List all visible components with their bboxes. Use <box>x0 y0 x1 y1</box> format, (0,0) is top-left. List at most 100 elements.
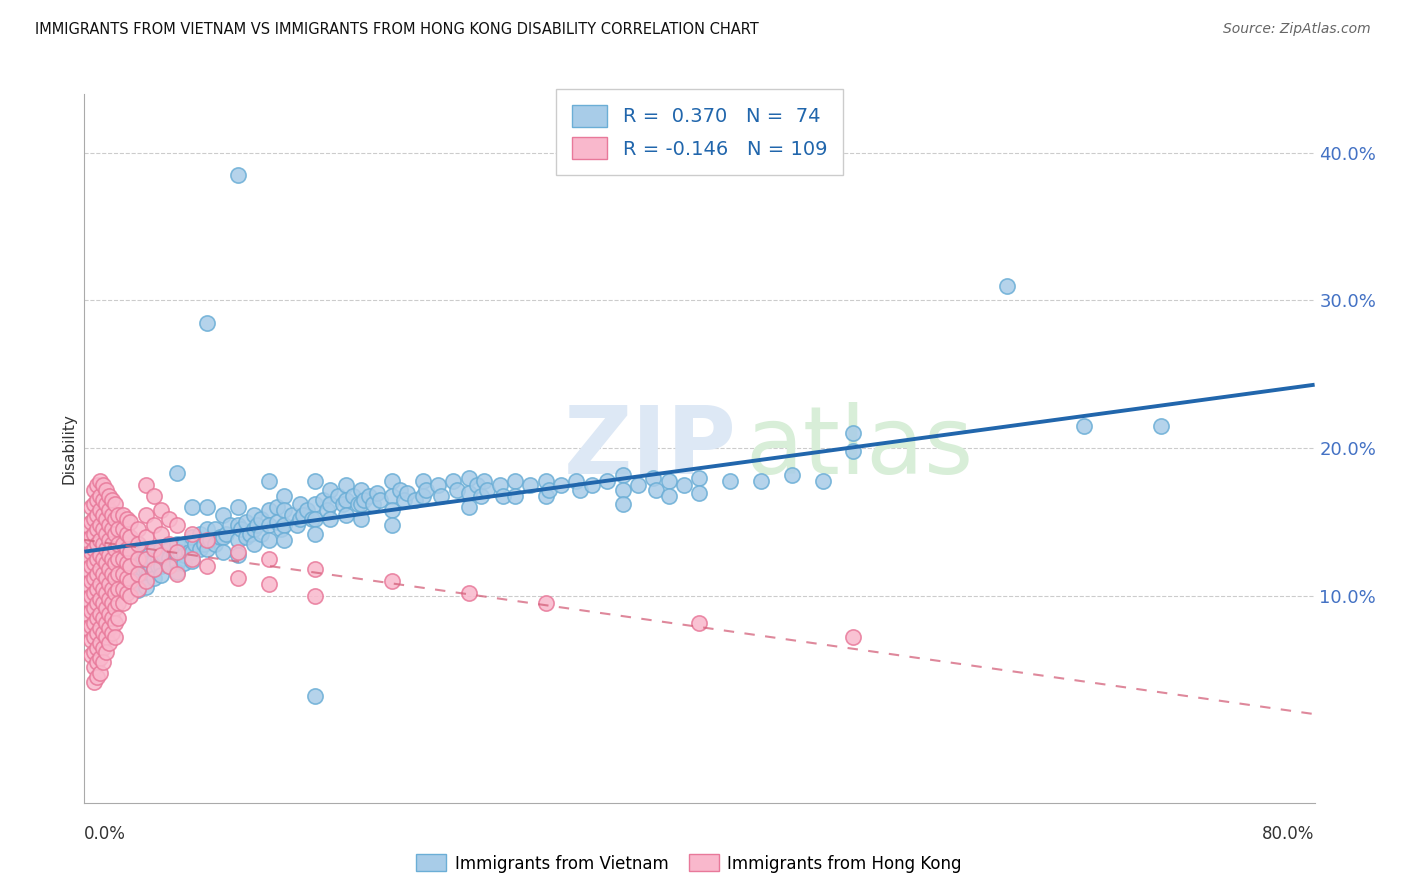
Point <box>127 552 149 566</box>
Point <box>138 566 160 580</box>
Point <box>193 537 215 551</box>
Point <box>304 474 326 488</box>
Point <box>120 589 142 603</box>
Text: 80.0%: 80.0% <box>1263 825 1315 843</box>
Point <box>394 492 416 507</box>
Point <box>107 552 129 566</box>
Legend: Immigrants from Vietnam, Immigrants from Hong Kong: Immigrants from Vietnam, Immigrants from… <box>409 847 969 880</box>
Point <box>811 474 834 488</box>
Point <box>273 518 295 533</box>
Point <box>197 541 219 556</box>
Point <box>104 497 127 511</box>
Point <box>288 512 311 526</box>
Point <box>273 489 295 503</box>
Point <box>503 489 526 503</box>
Point <box>86 626 108 640</box>
Point <box>89 548 111 562</box>
Point <box>266 500 288 515</box>
Point <box>101 566 124 581</box>
Point <box>120 559 142 574</box>
Point <box>86 552 108 566</box>
Point <box>83 483 105 497</box>
Point <box>79 648 101 662</box>
Point <box>104 544 127 558</box>
Point <box>104 630 127 644</box>
Point <box>120 530 142 544</box>
Point <box>150 527 173 541</box>
Point <box>188 541 211 556</box>
Point <box>91 478 114 492</box>
Point <box>335 478 357 492</box>
Point <box>211 508 233 522</box>
Point <box>153 548 176 562</box>
Point <box>86 582 108 596</box>
Point <box>780 467 803 482</box>
Point <box>117 548 139 562</box>
Point <box>111 596 134 610</box>
Point <box>427 478 450 492</box>
Point <box>257 533 280 547</box>
Point <box>204 537 226 551</box>
Point <box>111 537 134 551</box>
Point <box>135 552 157 566</box>
Point <box>270 523 292 537</box>
Point <box>120 548 142 562</box>
Point <box>83 660 105 674</box>
Point <box>689 615 711 630</box>
Point <box>91 656 114 670</box>
Point <box>122 544 145 558</box>
Point <box>91 508 114 522</box>
Point <box>138 557 160 571</box>
Point <box>312 492 335 507</box>
Point <box>142 541 165 556</box>
Point <box>162 548 184 562</box>
Point <box>658 474 681 488</box>
Point <box>257 474 280 488</box>
Point <box>142 571 165 585</box>
Point <box>104 562 127 576</box>
Point <box>381 474 404 488</box>
Point <box>89 548 111 562</box>
Point <box>120 574 142 589</box>
Point <box>94 483 117 497</box>
Point <box>550 478 572 492</box>
Point <box>142 489 165 503</box>
Text: Source: ZipAtlas.com: Source: ZipAtlas.com <box>1223 22 1371 37</box>
Point <box>91 626 114 640</box>
Point <box>169 544 191 558</box>
Point <box>101 523 124 537</box>
Point <box>404 492 426 507</box>
Point <box>101 552 124 566</box>
Point <box>135 571 157 585</box>
Point <box>89 562 111 576</box>
Point <box>457 586 479 600</box>
Point <box>83 600 105 615</box>
Point <box>89 577 111 591</box>
Point <box>135 530 157 544</box>
Point <box>645 483 668 497</box>
Point <box>643 471 665 485</box>
Point <box>91 523 114 537</box>
Point <box>995 278 1018 293</box>
Point <box>98 489 121 503</box>
Point <box>86 640 108 655</box>
Point <box>135 574 157 589</box>
Point <box>181 544 204 558</box>
Point <box>226 533 249 547</box>
Point <box>117 512 139 526</box>
Point <box>101 611 124 625</box>
Point <box>91 566 114 581</box>
Point <box>304 690 326 704</box>
Point <box>86 566 108 581</box>
Point <box>122 553 145 567</box>
Point <box>94 512 117 526</box>
Point <box>363 497 385 511</box>
Point <box>98 607 121 621</box>
Point <box>250 527 273 541</box>
Point <box>89 636 111 650</box>
Point <box>94 600 117 615</box>
Point <box>76 577 98 591</box>
Point <box>83 645 105 659</box>
Point <box>565 474 588 488</box>
Point <box>117 541 139 556</box>
